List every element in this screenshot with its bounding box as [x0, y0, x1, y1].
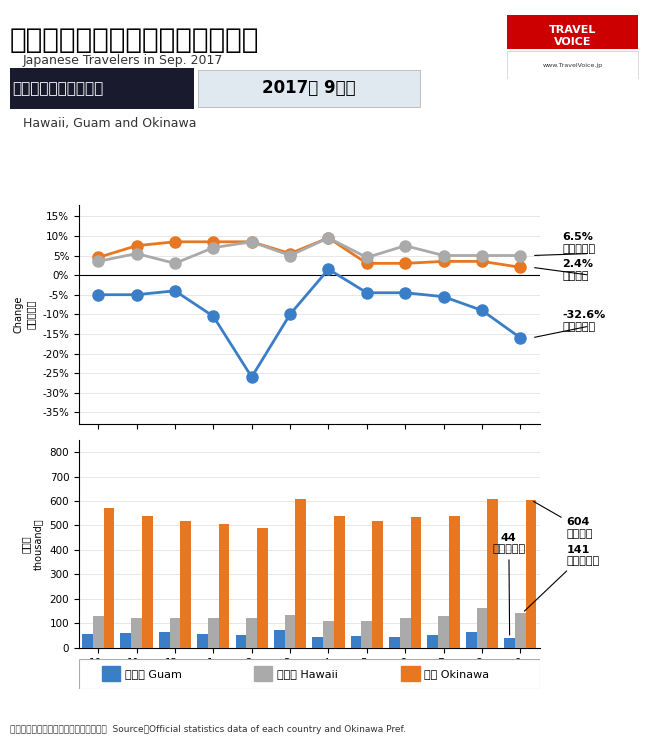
Bar — [103, 508, 114, 648]
Bar — [254, 666, 272, 681]
Bar — [236, 636, 246, 648]
Bar — [400, 617, 411, 648]
FancyBboxPatch shape — [507, 50, 638, 79]
Text: 2.4%
（沖縄）: 2.4% （沖縄） — [563, 260, 594, 281]
Text: TRAVEL: TRAVEL — [549, 26, 596, 35]
Bar — [257, 528, 268, 648]
Bar — [428, 635, 438, 648]
Y-axis label: （千人
thousand）: （千人 thousand） — [21, 518, 43, 569]
Bar — [82, 634, 93, 648]
Bar — [246, 617, 257, 648]
Bar — [389, 636, 400, 648]
Text: 出典：各国の公共統計機関および沖縄県  Source：Official statistics data of each country and Okinawa : 出典：各国の公共統計機関および沖縄県 Source：Official stati… — [10, 725, 406, 734]
Text: Japanese Travelers in Sep. 2017: Japanese Travelers in Sep. 2017 — [23, 54, 224, 67]
Text: Hawaii, Guam and Okinawa: Hawaii, Guam and Okinawa — [23, 117, 197, 130]
Bar — [170, 617, 180, 648]
Bar — [274, 630, 285, 648]
Text: 日本人渡航者数（渡航先別比較）: 日本人渡航者数（渡航先別比較） — [10, 26, 259, 54]
Bar — [197, 634, 208, 648]
Bar — [526, 500, 536, 648]
Text: VOICE: VOICE — [554, 37, 591, 47]
Bar — [515, 613, 526, 648]
Bar — [285, 614, 295, 648]
Bar — [504, 638, 515, 648]
Bar — [102, 666, 120, 681]
Text: ハワイ・グアム・沖縄: ハワイ・グアム・沖縄 — [12, 81, 103, 96]
Text: www.TravelVoice.jp: www.TravelVoice.jp — [542, 63, 603, 68]
Text: 2017年 9月期: 2017年 9月期 — [263, 80, 356, 97]
Bar — [120, 633, 131, 648]
Bar — [323, 621, 334, 648]
Bar — [131, 618, 142, 648]
FancyBboxPatch shape — [10, 68, 194, 109]
Bar — [313, 636, 323, 648]
Bar — [401, 666, 420, 681]
Text: 141
（ハワイ）: 141 （ハワイ） — [524, 544, 599, 611]
Bar — [159, 632, 170, 648]
Text: 6.5%
（ハワイ）: 6.5% （ハワイ） — [563, 232, 595, 254]
Text: ハワイ Hawaii: ハワイ Hawaii — [277, 669, 338, 679]
Bar — [180, 520, 191, 648]
FancyBboxPatch shape — [79, 659, 540, 689]
Bar — [372, 520, 383, 648]
Text: 沖縄 Okinawa: 沖縄 Okinawa — [424, 669, 490, 679]
Bar — [295, 498, 306, 648]
Bar — [208, 617, 218, 648]
Bar — [438, 616, 449, 648]
Bar — [411, 517, 421, 648]
Bar — [466, 632, 476, 648]
Bar — [218, 524, 230, 648]
Bar — [361, 620, 372, 648]
Bar — [476, 608, 488, 648]
Text: -32.6%
（グアム）: -32.6% （グアム） — [563, 310, 606, 332]
Text: 604
（沖縄）: 604 （沖縄） — [534, 501, 593, 538]
Text: 44
（グアム）: 44 （グアム） — [492, 532, 526, 635]
Y-axis label: Change
（前年比）: Change （前年比） — [14, 296, 36, 333]
Bar — [93, 616, 103, 648]
FancyBboxPatch shape — [507, 15, 638, 48]
FancyBboxPatch shape — [198, 70, 420, 107]
Text: グアム Guam: グアム Guam — [125, 669, 182, 679]
Bar — [488, 498, 498, 648]
Bar — [142, 516, 153, 648]
Bar — [449, 516, 460, 648]
Bar — [351, 636, 361, 648]
Bar — [334, 516, 345, 648]
